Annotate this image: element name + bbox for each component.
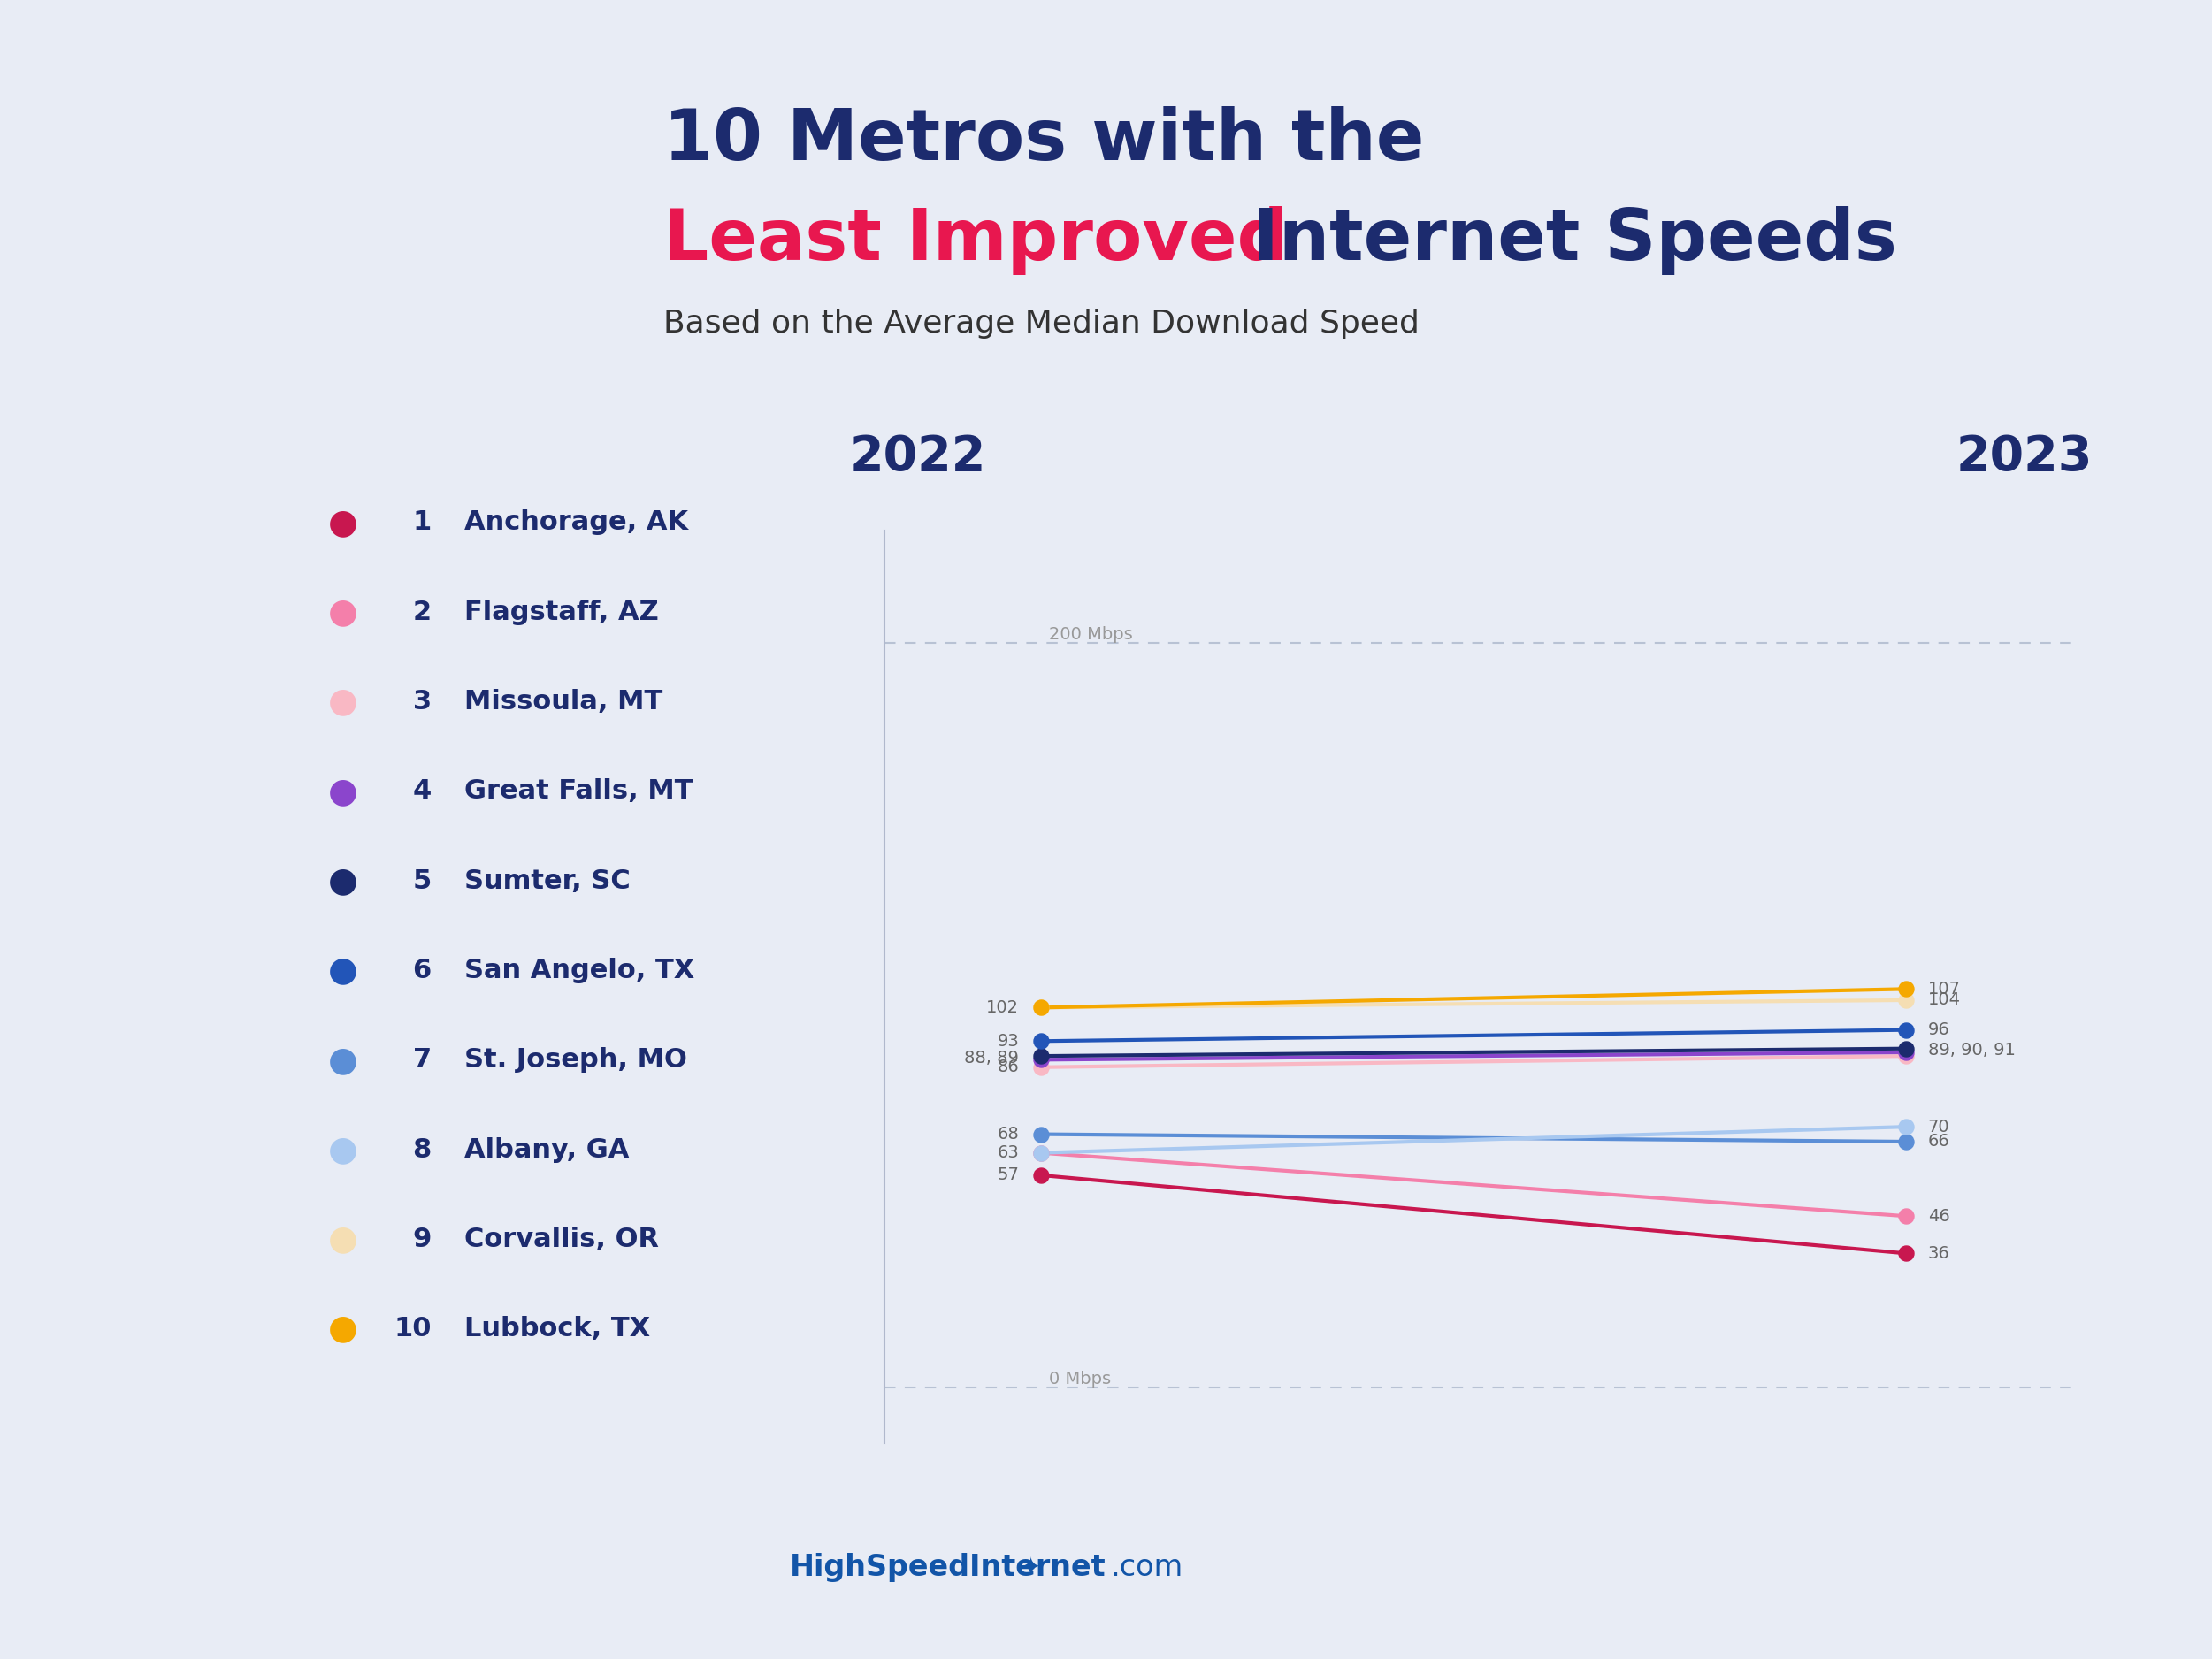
Text: ●: ● — [327, 864, 358, 898]
Text: 107: 107 — [1929, 980, 1960, 997]
Text: 4: 4 — [414, 778, 431, 805]
Text: Corvallis, OR: Corvallis, OR — [465, 1226, 659, 1253]
Text: 200 Mbps: 200 Mbps — [1048, 625, 1133, 642]
Point — [1022, 1053, 1057, 1080]
Text: 96: 96 — [1929, 1022, 1949, 1039]
Text: 2023: 2023 — [1955, 433, 2093, 481]
Point — [1889, 975, 1924, 1002]
Text: Great Falls, MT: Great Falls, MT — [465, 778, 692, 805]
Text: 88, 89: 88, 89 — [964, 1050, 1020, 1067]
Text: 70: 70 — [1929, 1118, 1949, 1135]
Text: 10 Metros with the: 10 Metros with the — [664, 106, 1425, 176]
Text: 68: 68 — [998, 1126, 1020, 1143]
Text: Internet Speeds: Internet Speeds — [1228, 206, 1898, 275]
Text: 3: 3 — [414, 688, 431, 715]
Text: ✦: ✦ — [1020, 1556, 1042, 1579]
Text: Missoula, MT: Missoula, MT — [465, 688, 664, 715]
Text: 8: 8 — [414, 1136, 431, 1163]
Text: 93: 93 — [998, 1032, 1020, 1050]
Text: ●: ● — [327, 685, 358, 718]
Point — [1889, 1203, 1924, 1229]
Point — [1889, 1035, 1924, 1062]
Point — [1889, 1039, 1924, 1065]
Text: 86: 86 — [998, 1058, 1020, 1075]
Text: Flagstaff, AZ: Flagstaff, AZ — [465, 599, 659, 625]
Text: 9: 9 — [411, 1226, 431, 1253]
Text: Based on the Average Median Download Speed: Based on the Average Median Download Spe… — [664, 309, 1420, 338]
Point — [1022, 1047, 1057, 1073]
Text: 57: 57 — [998, 1166, 1020, 1183]
Point — [1022, 1140, 1057, 1166]
Point — [1022, 1044, 1057, 1070]
Text: 7: 7 — [414, 1047, 431, 1073]
Text: St. Joseph, MO: St. Joseph, MO — [465, 1047, 688, 1073]
Text: ●: ● — [327, 1044, 358, 1077]
Text: ●: ● — [327, 954, 358, 987]
Text: 2022: 2022 — [849, 433, 987, 481]
Text: ●: ● — [327, 1133, 358, 1166]
Text: San Angelo, TX: San Angelo, TX — [465, 957, 695, 984]
Point — [1022, 1161, 1057, 1188]
Point — [1022, 1121, 1057, 1148]
Text: ●: ● — [327, 506, 358, 539]
Text: ●: ● — [327, 1312, 358, 1345]
Text: 104: 104 — [1929, 992, 1960, 1009]
Point — [1022, 1029, 1057, 1055]
Text: 36: 36 — [1929, 1244, 1949, 1262]
Text: 102: 102 — [987, 999, 1020, 1015]
Text: Sumter, SC: Sumter, SC — [465, 868, 630, 894]
Point — [1889, 1241, 1924, 1267]
Text: ●: ● — [327, 775, 358, 808]
Point — [1889, 1128, 1924, 1155]
Point — [1889, 1044, 1924, 1070]
Point — [1022, 1140, 1057, 1166]
Text: 46: 46 — [1929, 1208, 1949, 1224]
Text: Anchorage, AK: Anchorage, AK — [465, 509, 688, 536]
Point — [1889, 1017, 1924, 1044]
Point — [1022, 994, 1057, 1020]
Text: HighSpeedInternet: HighSpeedInternet — [790, 1553, 1106, 1583]
Text: 66: 66 — [1929, 1133, 1949, 1150]
Point — [1889, 987, 1924, 1014]
Text: 89, 90, 91: 89, 90, 91 — [1929, 1042, 2015, 1058]
Text: 63: 63 — [998, 1145, 1020, 1161]
Text: ●: ● — [327, 1223, 358, 1256]
Text: Least Improved: Least Improved — [664, 206, 1287, 275]
Text: 0 Mbps: 0 Mbps — [1048, 1370, 1110, 1387]
Text: 5: 5 — [414, 868, 431, 894]
Point — [1889, 1113, 1924, 1140]
Text: Lubbock, TX: Lubbock, TX — [465, 1316, 650, 1342]
Text: ●: ● — [327, 596, 358, 629]
Text: 2: 2 — [414, 599, 431, 625]
Point — [1022, 994, 1057, 1020]
Text: Albany, GA: Albany, GA — [465, 1136, 630, 1163]
Text: 10: 10 — [394, 1316, 431, 1342]
Text: .com: .com — [1110, 1553, 1183, 1583]
Text: 6: 6 — [414, 957, 431, 984]
Text: 1: 1 — [414, 509, 431, 536]
